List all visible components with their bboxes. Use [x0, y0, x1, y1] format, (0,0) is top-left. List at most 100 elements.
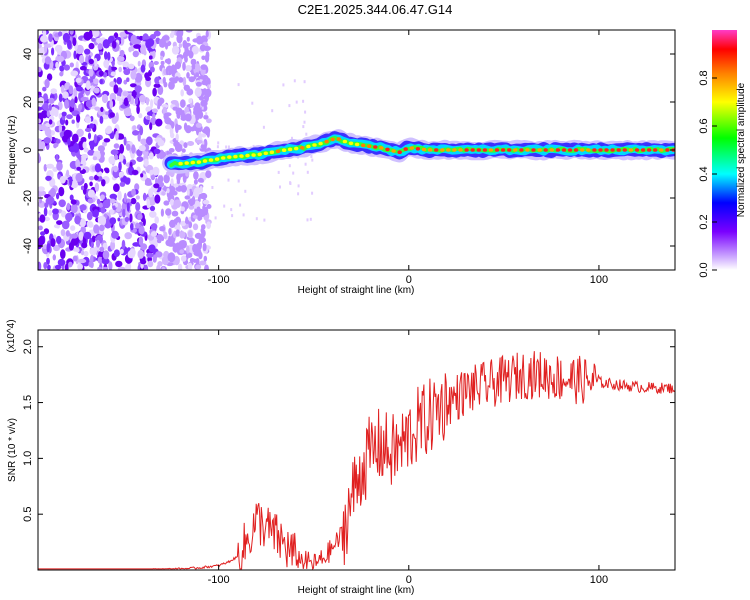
noise-speck [146, 111, 154, 116]
noise-speck [87, 198, 94, 204]
noise-speck [310, 154, 313, 158]
noise-speck [119, 181, 126, 187]
noise-speck [73, 50, 77, 60]
noise-speck [89, 123, 95, 129]
noise-speck [63, 64, 70, 71]
ridge-peak [221, 156, 226, 160]
noise-speck [110, 240, 116, 251]
noise-speck [295, 100, 298, 104]
noise-speck [80, 250, 85, 256]
noise-speck [102, 250, 110, 260]
noise-speck [161, 256, 169, 266]
noise-speck [110, 149, 119, 156]
noise-speck [149, 66, 155, 73]
noise-speck [111, 60, 115, 67]
noise-speck [60, 229, 66, 237]
noise-speck [176, 222, 181, 231]
noise-speck [119, 49, 125, 57]
noise-speck [164, 124, 172, 130]
noise-speck [99, 115, 104, 124]
ridge-peak [500, 148, 506, 152]
noise-speck [195, 81, 202, 87]
noise-speck [88, 42, 95, 50]
x-tick-label: 0 [406, 274, 412, 286]
noise-speck [225, 145, 228, 149]
noise-speck [40, 35, 48, 43]
noise-speck [180, 255, 187, 262]
x-tick-label: -100 [208, 274, 230, 286]
noise-speck [140, 64, 146, 73]
noise-speck [101, 257, 110, 265]
ridge-peak [653, 148, 658, 152]
noise-speck [162, 76, 166, 84]
noise-speck [64, 82, 69, 90]
noise-speck [110, 71, 116, 77]
noise-speck [50, 88, 57, 94]
noise-speck [102, 39, 111, 49]
noise-speck [160, 208, 164, 217]
noise-speck [279, 185, 281, 189]
noise-speck [152, 254, 157, 263]
noise-speck [132, 125, 137, 131]
noise-speck [302, 125, 305, 129]
ridge-peak [354, 142, 360, 147]
noise-speck [91, 37, 96, 42]
x-tick-label: -100 [208, 574, 230, 586]
noise-speck [54, 44, 63, 53]
noise-speck [91, 235, 96, 243]
noise-speck [214, 216, 217, 220]
noise-speck [118, 152, 124, 162]
noise-speck [102, 114, 109, 120]
colorbar-gradient [712, 30, 737, 270]
noise-speck [113, 165, 119, 173]
noise-speck [69, 176, 73, 187]
ridge-peak [665, 148, 670, 152]
noise-speck [93, 78, 99, 85]
noise-speck [44, 127, 52, 137]
noise-speck [43, 93, 48, 102]
noise-speck [93, 134, 98, 144]
noise-speck [90, 85, 94, 92]
noise-speck [75, 172, 83, 182]
noise-speck [93, 224, 100, 234]
noise-speck [160, 55, 164, 61]
noise-speck [204, 93, 209, 103]
noise-speck [38, 106, 43, 111]
noise-speck [87, 132, 92, 140]
noise-speck [202, 205, 206, 212]
noise-speck [150, 99, 154, 109]
noise-speck [163, 231, 168, 240]
noise-speck [171, 210, 179, 217]
noise-speck [137, 132, 141, 142]
noise-speck [49, 187, 56, 198]
noise-speck [61, 210, 67, 218]
noise-speck [43, 262, 48, 270]
noise-speck [118, 161, 122, 172]
noise-speck [58, 93, 63, 103]
noise-speck [180, 89, 184, 97]
noise-speck [140, 259, 147, 265]
ridge-peak [361, 143, 366, 148]
noise-speck [293, 79, 296, 83]
ridge-peak [549, 148, 554, 152]
noise-speck [113, 143, 120, 149]
ridge-peak [391, 149, 396, 153]
noise-speck [119, 143, 125, 154]
ridge-peak [178, 161, 183, 166]
noise-speck [97, 266, 102, 270]
noise-speck [100, 206, 106, 214]
colorbar-label: Normalized spectral amplitude [736, 82, 747, 217]
noise-speck [104, 168, 110, 174]
noise-speck [99, 224, 105, 232]
noise-speck [92, 156, 98, 161]
ridge-peak [573, 148, 579, 152]
noise-speck [79, 218, 86, 228]
noise-speck [48, 103, 52, 111]
noise-speck [72, 37, 77, 47]
noise-speck [198, 95, 205, 101]
ridge-peak [604, 148, 609, 152]
noise-speck [38, 112, 46, 118]
ridge-peak [610, 148, 615, 152]
noise-speck [171, 45, 180, 55]
y-tick-label: 2.0 [22, 339, 34, 354]
